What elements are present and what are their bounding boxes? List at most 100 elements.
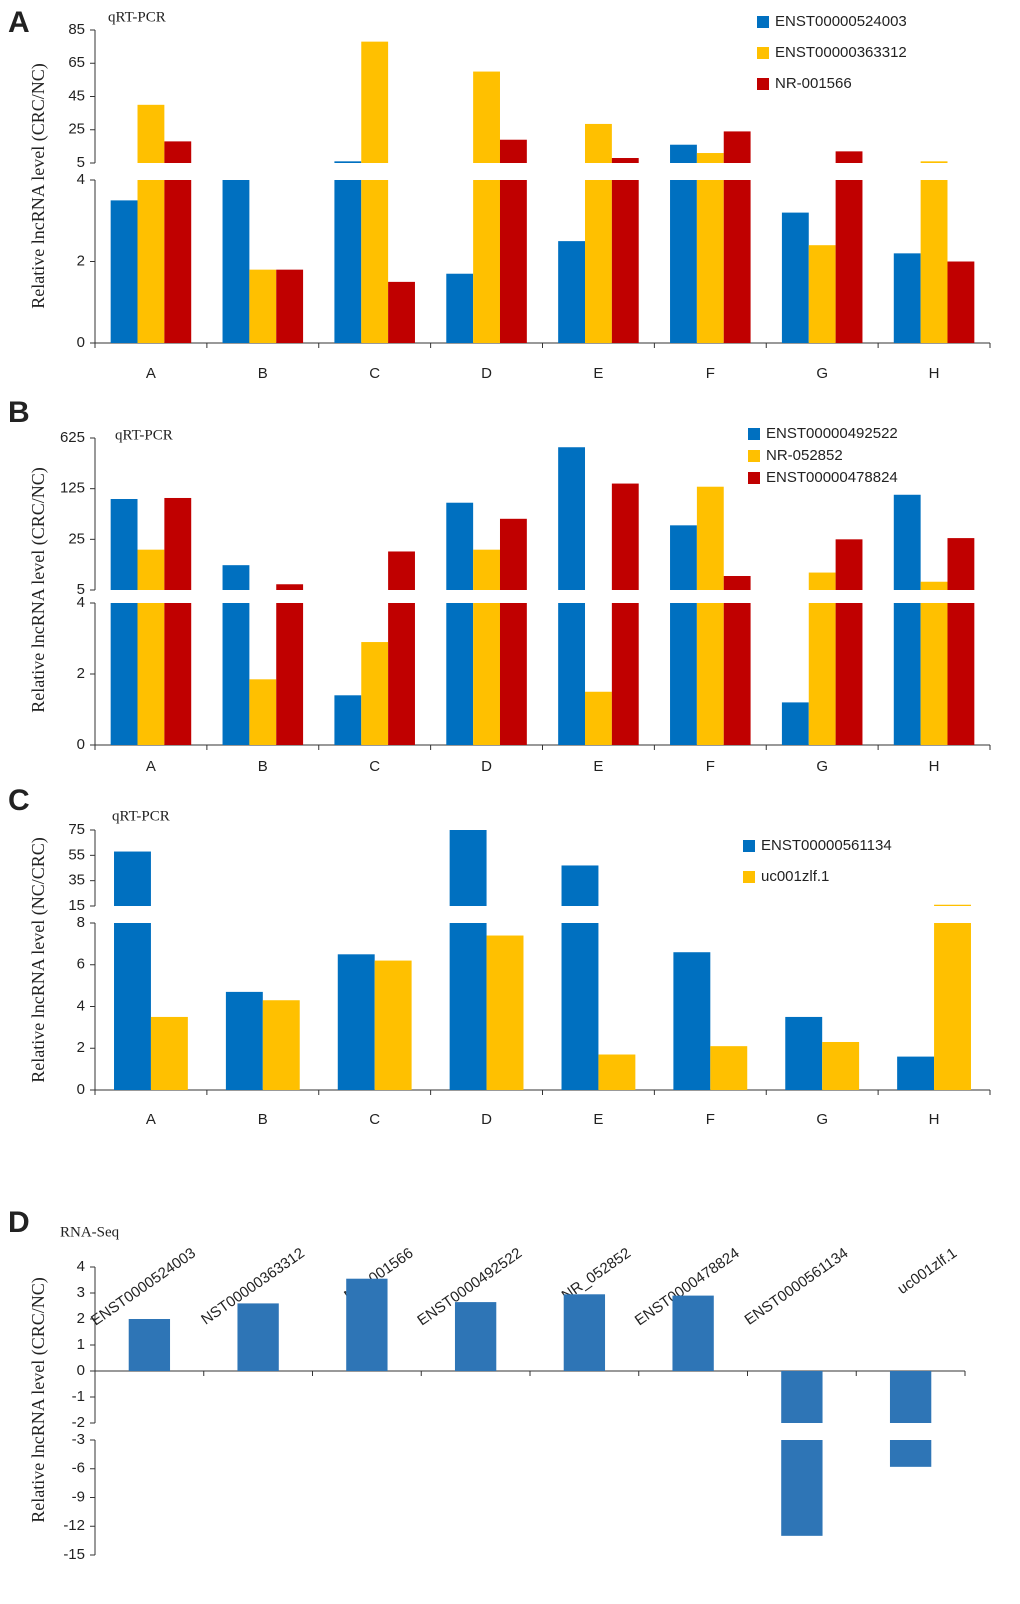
y-tick-label: 15 xyxy=(68,897,85,914)
x-tick-label: A xyxy=(146,1111,156,1128)
bar xyxy=(334,161,362,163)
x-tick-label: uc001zlf.1 xyxy=(894,1245,960,1298)
bar xyxy=(374,960,412,1090)
x-tick-label: G xyxy=(816,758,828,775)
bar xyxy=(808,245,836,343)
bar xyxy=(889,1440,932,1467)
bar xyxy=(947,538,975,590)
bar xyxy=(835,180,863,343)
bar xyxy=(473,71,500,163)
bar xyxy=(110,200,138,343)
bar xyxy=(473,180,500,343)
y-tick-label: 75 xyxy=(68,821,85,838)
x-tick-label: G xyxy=(816,1111,828,1128)
bar xyxy=(822,1041,860,1090)
y-tick-label: -2 xyxy=(72,1414,85,1431)
x-tick-label: E xyxy=(593,758,603,775)
bar xyxy=(673,952,711,1090)
bar xyxy=(611,180,639,343)
bar xyxy=(670,180,697,343)
bar xyxy=(670,525,697,590)
subtitle: RNA-Seq xyxy=(60,1224,120,1240)
bar xyxy=(723,603,751,745)
legend-swatch xyxy=(748,472,760,484)
bar xyxy=(446,603,474,745)
bar xyxy=(137,104,165,163)
x-tick-label: B xyxy=(258,365,268,382)
bar xyxy=(137,603,165,745)
y-tick-label: 4 xyxy=(77,1258,85,1275)
bar xyxy=(499,603,527,745)
bar xyxy=(361,642,389,745)
bar xyxy=(276,269,304,343)
bar xyxy=(670,144,697,163)
legend-label: ENST00000561134 xyxy=(761,837,892,854)
bar xyxy=(237,1303,279,1371)
bar xyxy=(920,581,948,590)
bar xyxy=(337,954,375,1090)
bar xyxy=(808,572,836,590)
bar xyxy=(449,923,487,1090)
x-tick-label: H xyxy=(929,758,940,775)
x-tick-label: F xyxy=(706,758,715,775)
x-tick-label: D xyxy=(481,758,492,775)
bar xyxy=(249,269,277,343)
y-tick-label: 8 xyxy=(77,914,85,931)
bar xyxy=(499,518,527,590)
x-tick-label: H xyxy=(929,1111,940,1128)
y-tick-label: 0 xyxy=(77,1081,85,1098)
y-tick-label: 85 xyxy=(68,21,85,38)
bar xyxy=(585,691,612,745)
bar xyxy=(558,241,586,343)
bar xyxy=(585,123,612,163)
bar xyxy=(137,549,165,590)
panel-letter: D xyxy=(8,1206,30,1239)
x-tick-label: D xyxy=(481,365,492,382)
bar xyxy=(672,1295,714,1371)
x-tick-label: B xyxy=(258,1111,268,1128)
bar xyxy=(835,539,863,590)
bar xyxy=(449,830,487,906)
legend-label: ENST00000524003 xyxy=(775,13,907,30)
bar xyxy=(558,447,586,590)
y-tick-label: 4 xyxy=(77,171,85,188)
bar xyxy=(334,180,362,343)
bar xyxy=(947,603,975,745)
bar xyxy=(611,483,639,590)
bar xyxy=(222,565,250,590)
legend-label: NR-052852 xyxy=(766,447,843,464)
x-tick-label: E xyxy=(593,365,603,382)
bar xyxy=(670,603,697,745)
y-tick-label: -9 xyxy=(72,1488,85,1505)
bar xyxy=(723,576,751,590)
y-axis-label: Relative lncRNA level (CRC/NC) xyxy=(28,63,49,308)
legend-swatch xyxy=(757,47,769,59)
bar xyxy=(781,1371,823,1423)
bar xyxy=(446,502,474,590)
y-axis-label: Relative lncRNA level (NC/CRC) xyxy=(28,837,49,1082)
subtitle: qRT-PCR xyxy=(108,9,166,25)
bar xyxy=(137,180,165,343)
bar xyxy=(499,139,527,163)
bar xyxy=(473,603,500,745)
y-tick-label: -1 xyxy=(72,1388,85,1405)
bar xyxy=(611,158,639,163)
y-tick-label: 625 xyxy=(60,429,85,446)
bar xyxy=(446,273,474,343)
legend-swatch xyxy=(748,428,760,440)
bar xyxy=(920,603,948,745)
legend-label: NR-001566 xyxy=(775,75,852,92)
bar xyxy=(781,212,809,343)
bar xyxy=(128,1319,171,1371)
bar xyxy=(334,695,362,745)
x-tick-label: E xyxy=(593,1111,603,1128)
y-tick-label: 4 xyxy=(77,594,85,611)
y-tick-label: 0 xyxy=(77,1362,85,1379)
y-tick-label: 45 xyxy=(68,87,85,104)
bar xyxy=(561,923,599,1090)
bar xyxy=(276,584,304,590)
bar xyxy=(889,1371,932,1423)
y-tick-label: -15 xyxy=(63,1546,85,1563)
bar xyxy=(808,603,836,745)
